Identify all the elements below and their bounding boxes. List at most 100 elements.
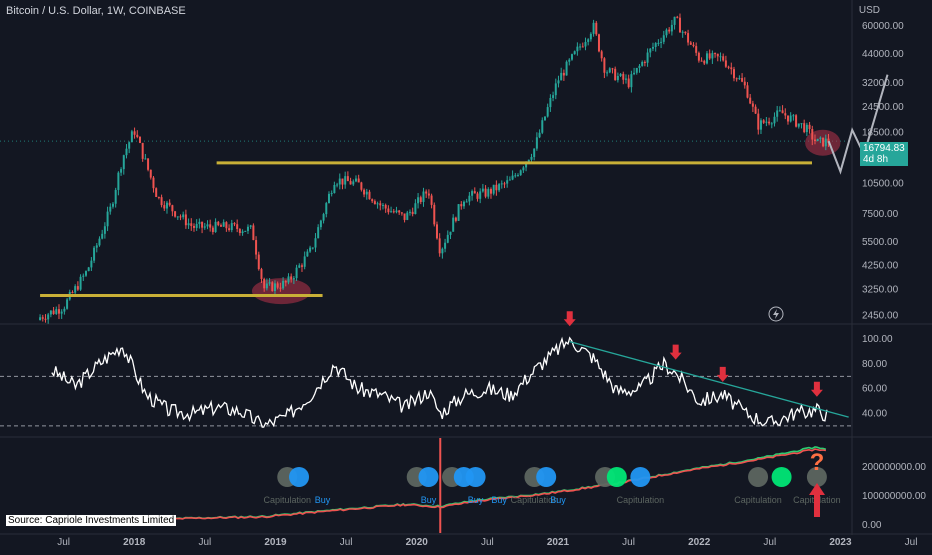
candle <box>789 115 792 122</box>
candle <box>735 78 738 80</box>
candle <box>627 78 630 88</box>
candle <box>579 46 582 48</box>
candle <box>681 31 684 33</box>
candle <box>781 110 784 114</box>
question-mark: ? <box>810 449 825 476</box>
candle <box>163 205 166 209</box>
candle <box>743 81 746 86</box>
candle <box>462 201 465 207</box>
candle <box>692 44 695 47</box>
candle <box>317 227 320 239</box>
candle <box>381 204 384 206</box>
candle <box>476 193 479 199</box>
time-axis-label: 2019 <box>264 537 287 548</box>
candle <box>314 238 317 248</box>
candle <box>519 170 522 176</box>
candle <box>411 211 414 215</box>
candle <box>352 181 355 185</box>
candle <box>759 120 762 130</box>
candle <box>489 189 492 194</box>
candle <box>751 103 754 107</box>
candle <box>228 228 231 231</box>
up-arrow-marker <box>809 483 825 517</box>
candle <box>549 97 552 108</box>
candle <box>354 178 357 182</box>
candle <box>595 22 598 35</box>
candle <box>770 123 773 125</box>
candle <box>581 46 584 48</box>
candle <box>125 148 128 156</box>
candle <box>211 227 214 233</box>
candle <box>238 228 241 234</box>
candle <box>708 53 711 59</box>
candle <box>149 169 152 178</box>
lightning-icon <box>768 306 784 322</box>
candle <box>678 17 681 33</box>
candle <box>446 234 449 243</box>
candle <box>95 245 98 248</box>
candle <box>203 226 206 228</box>
candle <box>795 115 798 127</box>
candle <box>209 224 212 228</box>
signal-dot <box>606 467 627 487</box>
candle <box>541 120 544 133</box>
time-axis-label: Jul <box>905 537 918 548</box>
candle <box>387 208 390 213</box>
candle <box>797 123 800 127</box>
candle <box>811 129 814 140</box>
price-axis-tick-label: 60000.00 <box>862 21 904 32</box>
candle <box>338 178 341 185</box>
candle <box>230 223 233 231</box>
candle <box>236 224 239 229</box>
time-axis-label: 2020 <box>406 537 429 548</box>
candle <box>225 222 228 229</box>
candle <box>276 283 279 288</box>
candle <box>754 106 757 114</box>
candle <box>719 56 722 58</box>
candle <box>174 211 177 217</box>
candle <box>138 136 141 143</box>
signal-label: Capitulation <box>734 495 782 505</box>
candle <box>689 42 692 45</box>
candle <box>552 95 555 98</box>
candle <box>74 286 77 293</box>
time-axis-label: 2018 <box>123 537 146 548</box>
candle <box>587 39 590 42</box>
candle <box>522 167 525 171</box>
candle <box>765 121 768 123</box>
price-axis-tick-label: 44000.00 <box>862 49 904 60</box>
candle <box>543 116 546 121</box>
candle <box>481 188 484 192</box>
candle <box>263 278 266 289</box>
candle <box>535 137 538 149</box>
price-axis-tick-label: 24500.00 <box>862 102 904 113</box>
candle <box>730 67 733 70</box>
projection-path <box>827 74 889 175</box>
candle <box>379 203 382 206</box>
candle <box>427 193 430 196</box>
candle <box>684 31 687 34</box>
time-axis-label: Jul <box>57 537 70 548</box>
candle <box>336 184 339 186</box>
time-axis-label: Jul <box>340 537 353 548</box>
candle <box>233 223 236 225</box>
signal-label: Buy <box>315 495 331 505</box>
candle <box>414 203 417 215</box>
candle <box>349 181 352 185</box>
candle <box>803 123 806 133</box>
oscillator-line <box>51 336 828 428</box>
candle <box>813 139 816 142</box>
candle <box>192 225 195 228</box>
candle <box>741 78 744 82</box>
candle <box>608 68 611 73</box>
source-label: Source: Capriole Investments Limited <box>6 515 177 526</box>
candle <box>63 308 66 312</box>
candle <box>805 124 808 133</box>
candle <box>82 275 85 277</box>
signal-dot <box>771 467 792 487</box>
down-arrow-marker <box>716 366 729 382</box>
candle <box>400 212 403 214</box>
candle <box>530 156 533 160</box>
